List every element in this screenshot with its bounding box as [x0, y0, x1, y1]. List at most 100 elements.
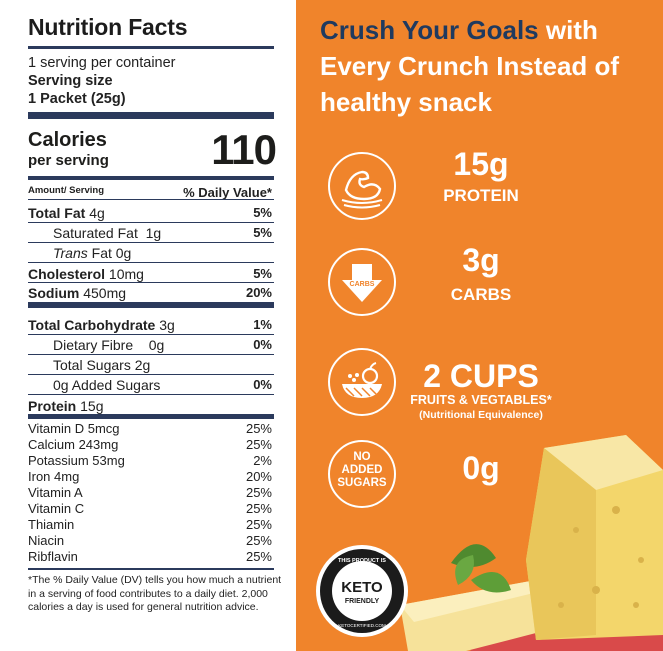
no-sugar-word: NO — [353, 451, 371, 463]
vitamin-dv: 25% — [245, 549, 272, 564]
stat-sub-label: (Nutritional Equivalence) — [419, 409, 543, 421]
stat-value: 2 CUPS — [423, 358, 539, 394]
keto-top-text: THIS PRODUCT IS — [338, 558, 386, 564]
row-label: Total Carbohydrate — [28, 317, 156, 333]
divider — [28, 568, 274, 570]
vitamin-row: Potassium 53mg — [28, 453, 125, 468]
divider — [28, 222, 274, 223]
vitamin-dv: 25% — [245, 517, 272, 532]
divider — [28, 242, 274, 243]
row-amount: 0g — [148, 337, 165, 353]
calories-value: 110 — [211, 126, 277, 173]
stat-label: CARBS — [450, 285, 512, 304]
row-amount: 3g — [159, 317, 175, 333]
nutrition-facts-panel: Nutrition Facts 1 serving per container … — [0, 0, 296, 651]
fruit-bowl-icon — [342, 362, 382, 398]
row-protein: Protein 15g — [28, 398, 103, 414]
keto-main-text: KETO — [341, 579, 383, 596]
headline: Crush Your Goals with Every Crunch Inste… — [320, 12, 660, 120]
row-label: Total Fat — [28, 205, 86, 221]
vitamin-row: Calcium 243mg — [28, 437, 119, 452]
nutrition-title: Nutrition Facts — [28, 14, 188, 40]
stat-label: PROTEIN — [443, 186, 519, 205]
cheese-illustration — [400, 435, 663, 651]
headline-accent: Crush Your Goals — [320, 15, 539, 45]
row-label: Dietary Fibre — [53, 337, 134, 353]
carbs-icon: CARBS — [342, 264, 382, 302]
keto-bottom-text: KETOCERTIFIED.COM — [338, 623, 386, 628]
vitamin-row: Vitamin C — [28, 501, 85, 516]
divider — [28, 262, 274, 263]
keto-badge: THIS PRODUCT IS KETO FRIENDLY KETOCERTIF… — [316, 545, 408, 637]
keto-sub-text: FRIENDLY — [345, 598, 380, 605]
amount-header: Amount/ Serving — [28, 185, 105, 196]
daily-value-footnote: *The % Daily Value (DV) tells you how mu… — [28, 574, 282, 613]
row-label: Trans — [53, 245, 88, 261]
row-dv: 20% — [245, 285, 272, 300]
row-label: Sodium — [28, 285, 80, 301]
row-dv: 5% — [253, 225, 272, 240]
row-total-sugars: Total Sugars 2g — [53, 357, 150, 373]
fruit-bowl-icon-circle — [328, 348, 396, 416]
divider — [28, 199, 274, 200]
stat-value: 3g — [462, 242, 500, 278]
row-amount: 10mg — [108, 266, 144, 282]
row-label: Cholesterol — [28, 266, 106, 282]
divider — [28, 46, 274, 49]
vitamin-dv: 25% — [245, 485, 272, 500]
row-dv: 5% — [253, 205, 272, 220]
serving-size-value: 1 Packet (25g) — [28, 91, 126, 107]
row-saturated-fat: Saturated Fat 1g — [53, 225, 161, 241]
row-dv: 5% — [253, 266, 272, 281]
row-dv: 0% — [253, 337, 272, 352]
divider — [28, 374, 274, 375]
divider — [28, 334, 274, 335]
vitamin-dv: 2% — [253, 453, 272, 468]
row-sodium: Sodium 450mg — [28, 285, 126, 301]
dv-header: % Daily Value* — [183, 185, 272, 200]
muscle-icon — [341, 170, 383, 209]
serving-size-label: Serving size — [28, 73, 113, 89]
divider — [28, 282, 274, 283]
vitamin-dv: 25% — [245, 421, 272, 436]
divider-thick — [28, 414, 274, 419]
row-amount: 1g — [145, 225, 162, 241]
vitamin-row: Iron 4mg — [28, 469, 80, 484]
vitamin-dv: 25% — [245, 501, 272, 516]
row-dv: 0% — [253, 377, 272, 392]
no-sugar-icon: NO ADDED SUGARS — [328, 440, 396, 508]
vitamin-dv: 25% — [245, 533, 272, 548]
vitamin-dv: 25% — [245, 437, 272, 452]
divider — [28, 176, 274, 180]
vitamin-row: Vitamin D 5mcg — [28, 421, 120, 436]
row-amount: 450mg — [83, 285, 127, 301]
row-trans-fat: Trans Fat 0g — [53, 245, 131, 261]
row-amount: Fat 0g — [91, 245, 132, 261]
row-label: Protein — [28, 398, 77, 414]
row-total-fat: Total Fat 4g — [28, 205, 105, 221]
vitamin-dv: 20% — [245, 469, 272, 484]
vitamin-row: Vitamin A — [28, 485, 83, 500]
no-sugar-word: ADDED — [341, 464, 383, 476]
stat-value: 15g — [453, 146, 509, 182]
row-label: Saturated Fat — [53, 225, 138, 241]
row-dietary-fibre: Dietary Fibre 0g — [53, 337, 164, 353]
stat-label: FRUITS & VEGTABLES* — [410, 393, 552, 407]
headline-rest: with Every Crunch Instead of healthy sna… — [320, 15, 620, 117]
stat-value: 0g — [462, 450, 500, 486]
carbs-icon-circle: CARBS — [328, 248, 396, 316]
keto-badge-graphic: THIS PRODUCT IS KETO FRIENDLY KETOCERTIF… — [320, 549, 404, 633]
carbs-icon-text: CARBS — [350, 281, 375, 288]
row-amount: 15g — [80, 398, 104, 414]
protein-icon-circle — [328, 152, 396, 220]
row-amount: 2g — [134, 357, 151, 373]
row-total-carbohydrate: Total Carbohydrate 3g — [28, 317, 175, 333]
calories-sub: per serving — [28, 152, 109, 169]
vitamin-row: Ribflavin — [28, 549, 78, 564]
calories-label: Calories — [28, 129, 107, 151]
divider-thick — [28, 112, 274, 119]
row-dv: 1% — [253, 317, 272, 332]
row-label: Total Sugars — [53, 357, 131, 373]
divider — [28, 394, 274, 395]
vitamin-row: Niacin — [28, 533, 65, 548]
